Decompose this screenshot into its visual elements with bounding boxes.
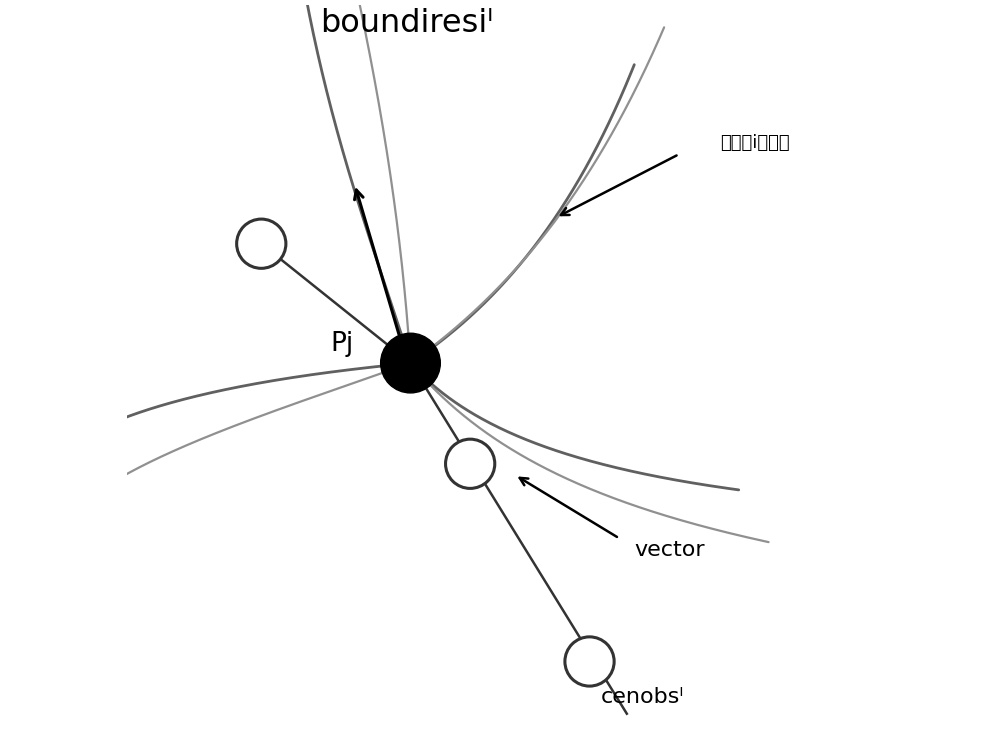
Text: vector: vector	[634, 539, 705, 559]
Circle shape	[565, 637, 614, 686]
Text: 障碍物i的边界: 障碍物i的边界	[720, 134, 790, 152]
Text: cenobsᴵ: cenobsᴵ	[601, 687, 684, 707]
Text: boundiresiᴵ: boundiresiᴵ	[320, 8, 493, 38]
Circle shape	[237, 219, 286, 268]
Text: Pj: Pj	[330, 331, 353, 357]
Circle shape	[446, 439, 495, 488]
Circle shape	[381, 333, 440, 393]
